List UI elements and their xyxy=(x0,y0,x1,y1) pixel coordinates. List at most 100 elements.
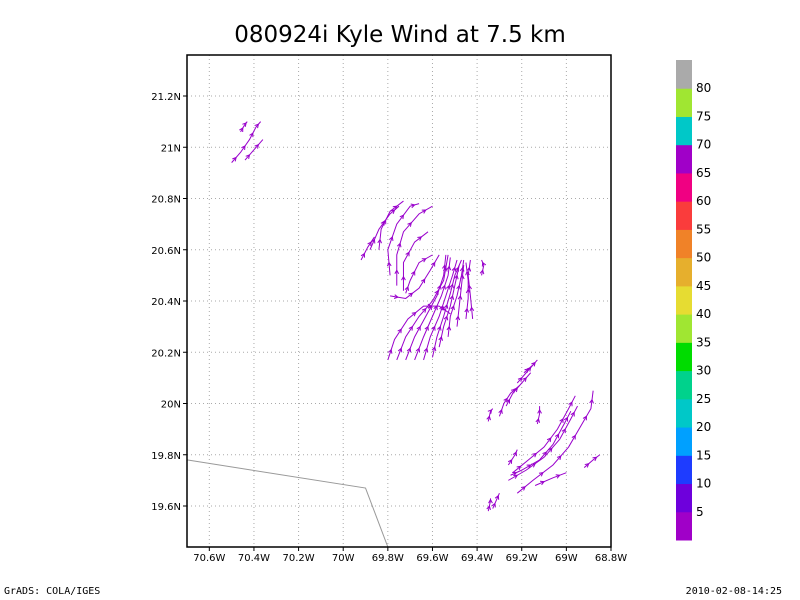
streamline-arrow xyxy=(563,416,569,422)
streamline-arrow xyxy=(406,347,412,353)
streamline xyxy=(387,203,420,276)
streamline-arrow xyxy=(421,258,427,263)
chart-title: 080924i Kyle Wind at 7.5 km xyxy=(234,22,566,48)
streamline-arrow xyxy=(454,274,459,280)
streamline-arrow xyxy=(239,127,244,133)
streamline-arrow xyxy=(535,417,541,423)
streamline-arrow xyxy=(431,325,436,331)
streamline-arrow xyxy=(405,251,410,257)
streamline-arrow xyxy=(382,219,387,225)
streamline-arrow xyxy=(584,463,590,468)
streamline-arrow xyxy=(404,285,410,291)
colorbar-label: 70 xyxy=(696,138,711,152)
streamline-arrow xyxy=(427,305,432,311)
streamline-arrow xyxy=(438,335,444,341)
streamline-arrow xyxy=(441,284,446,290)
colorbar-label: 50 xyxy=(696,251,711,265)
x-tick-label: 69.2W xyxy=(506,553,538,564)
streamline-arrow xyxy=(561,428,566,434)
streamline-arrow xyxy=(568,401,573,407)
streamline xyxy=(389,254,440,299)
colorbar-label: 30 xyxy=(696,364,711,378)
x-tick-label: 68.8W xyxy=(595,553,627,564)
streamline-arrow xyxy=(494,494,500,500)
streamline-arrow xyxy=(232,156,237,162)
y-tick-label: 19.8N xyxy=(151,451,181,462)
streamline-arrow xyxy=(486,504,491,510)
colorbar-swatch xyxy=(676,427,692,456)
colorbar-label: 5 xyxy=(696,505,704,519)
streamline-arrow xyxy=(589,398,594,404)
y-tick-label: 20.2N xyxy=(151,348,181,359)
streamline-arrow xyxy=(393,294,399,299)
colorbar-label: 40 xyxy=(696,307,711,321)
streamline-arrow xyxy=(540,480,546,486)
x-tick-label: 69.6W xyxy=(416,553,448,564)
streamline-arrow xyxy=(488,498,493,504)
colorbar-swatch xyxy=(676,172,692,202)
x-axis: 70.6W 70.4W 70.2W 70W 69.8W 69.6W 69.4W 69.2W 69… xyxy=(193,547,627,564)
colorbar-label: 65 xyxy=(696,166,711,180)
y-tick-label: 21N xyxy=(161,143,181,154)
y-tick-label: 20.6N xyxy=(151,246,181,257)
y-axis: 19.6N 19.8N 20N 20.2N 20.4N 20.6N 20.8N 21N 21.2… xyxy=(151,92,187,513)
streamline-arrow xyxy=(487,409,493,414)
streamline-arrow xyxy=(592,456,598,462)
streamline xyxy=(447,259,465,337)
streamline-arrow xyxy=(467,284,472,290)
streamline-arrow xyxy=(459,274,465,280)
streamline-arrow xyxy=(387,348,393,354)
streamline-arrow xyxy=(481,261,487,267)
x-tick-label: 70W xyxy=(332,553,355,564)
streamline-arrow xyxy=(410,203,416,209)
y-tick-label: 19.6N xyxy=(151,502,181,513)
streamline-arrow xyxy=(513,474,519,479)
streamline xyxy=(396,205,433,286)
streamline-arrow xyxy=(399,214,405,220)
streamline-arrow xyxy=(469,306,475,312)
colorbar-label: 60 xyxy=(696,194,711,208)
streamline-arrow xyxy=(516,465,522,471)
streamline-arrow xyxy=(538,472,544,477)
streamline xyxy=(244,139,264,161)
x-tick-label: 70.4W xyxy=(238,553,270,564)
streamline-arrow xyxy=(443,303,449,309)
x-tick-label: 70.6W xyxy=(193,553,225,564)
streamline-arrow xyxy=(431,346,437,352)
streamline-arrow xyxy=(479,269,485,275)
colorbar-swatch xyxy=(676,257,692,287)
streamline-arrow xyxy=(559,417,564,423)
colorbar-swatch xyxy=(676,60,692,89)
streamline-arrow xyxy=(522,377,527,382)
colorbar-swatch xyxy=(676,144,692,174)
streamline xyxy=(536,406,541,425)
y-tick-label: 20.4N xyxy=(151,297,181,308)
streamline-arrow xyxy=(464,307,470,313)
colorbar-swatch xyxy=(676,314,692,343)
streamline-arrow xyxy=(423,347,429,353)
y-tick-label: 20N xyxy=(161,400,181,411)
colorbar-label: 55 xyxy=(696,222,711,236)
streamline-arrow xyxy=(407,222,412,227)
streamline-arrow xyxy=(392,205,398,211)
streamline-arrow xyxy=(449,294,455,300)
streamline-arrow xyxy=(455,315,461,321)
streamline xyxy=(378,200,404,250)
grid-lines xyxy=(187,55,612,547)
footer-timestamp: 2010-02-08-14:25 xyxy=(685,586,782,597)
streamline-arrow xyxy=(537,408,542,414)
streamline-arrow xyxy=(360,252,365,258)
streamline-arrow xyxy=(415,347,421,353)
streamline-arrow xyxy=(245,154,251,159)
colorbar-swatch xyxy=(676,116,692,146)
colorbar-swatch xyxy=(676,370,692,400)
streamline-arrow xyxy=(241,145,246,150)
streamline-arrow xyxy=(420,278,426,284)
colorbar-swatch xyxy=(676,455,692,485)
streamline-arrow xyxy=(437,284,442,290)
streamline-arrow xyxy=(491,502,496,508)
streamline-arrow xyxy=(254,123,260,129)
colorbar-swatch xyxy=(676,229,692,259)
streamline-arrow xyxy=(456,284,461,290)
